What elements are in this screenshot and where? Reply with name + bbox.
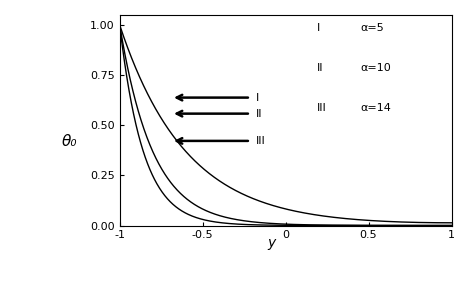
Text: II: II xyxy=(256,109,262,119)
Text: II: II xyxy=(317,63,324,73)
Text: α=10: α=10 xyxy=(360,63,391,73)
Text: III: III xyxy=(317,103,327,113)
Text: α=5: α=5 xyxy=(360,23,384,34)
Text: I: I xyxy=(317,23,321,34)
Text: III: III xyxy=(256,136,266,146)
Text: α=14: α=14 xyxy=(360,103,391,113)
Text: I: I xyxy=(256,92,259,103)
Text: y: y xyxy=(267,235,275,250)
Text: θ₀: θ₀ xyxy=(62,134,78,149)
